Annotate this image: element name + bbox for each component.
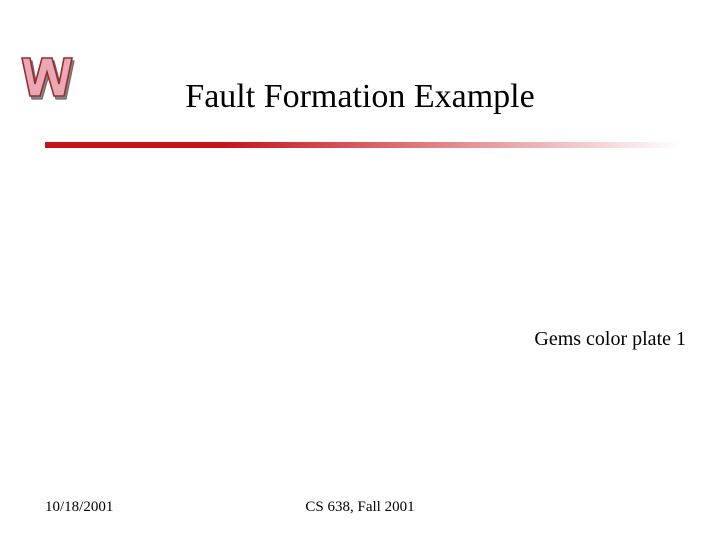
- slide: Fault Formation Example Gems color plate…: [0, 0, 720, 540]
- title-divider: [45, 142, 681, 148]
- footer-course: CS 638, Fall 2001: [0, 499, 720, 516]
- slide-title: Fault Formation Example: [0, 78, 720, 116]
- body-text: Gems color plate 1: [534, 328, 686, 351]
